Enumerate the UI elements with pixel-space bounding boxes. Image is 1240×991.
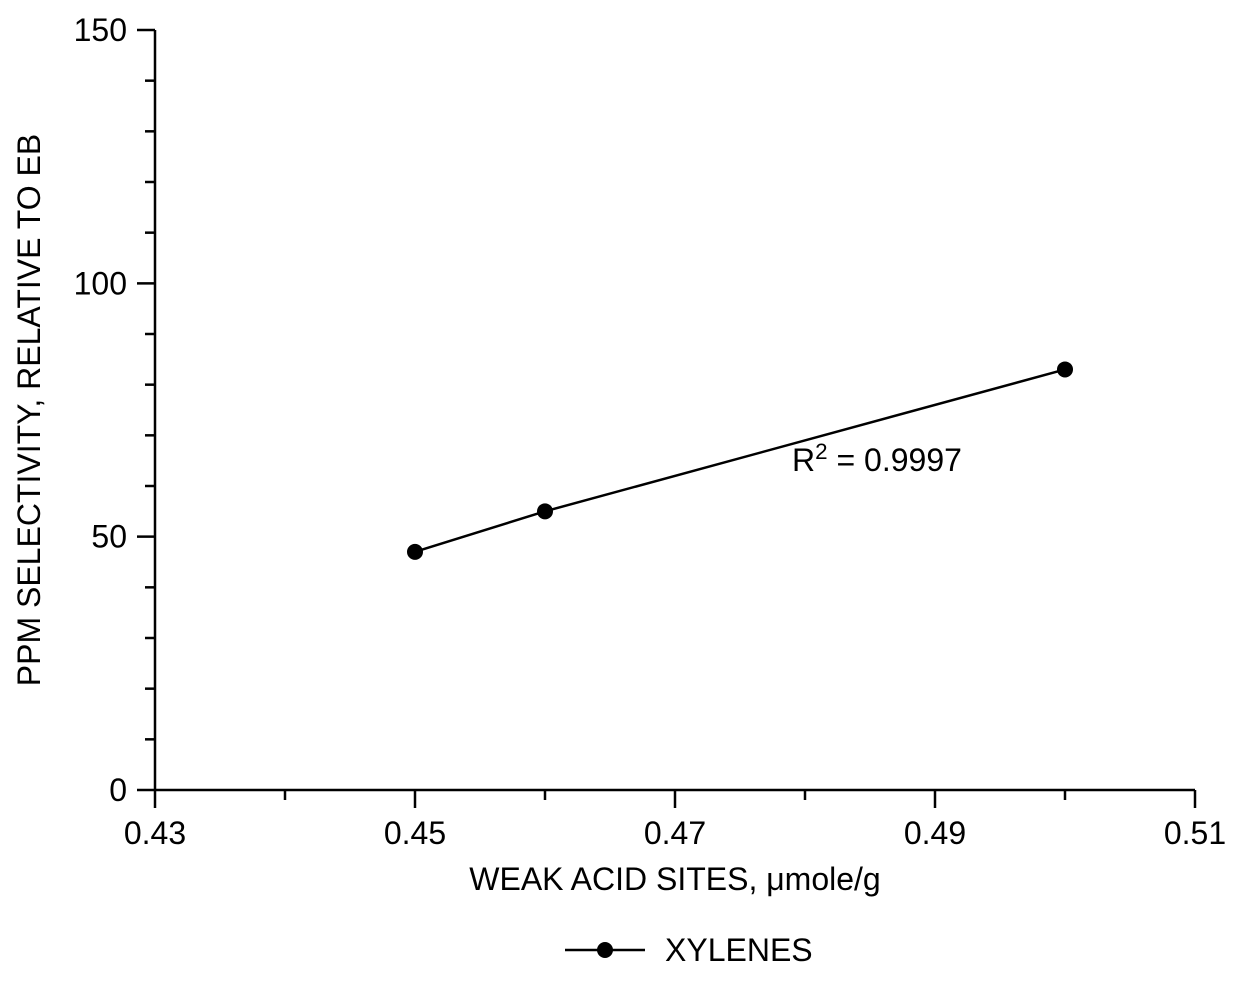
- series-marker: [537, 503, 553, 519]
- x-tick-label: 0.47: [644, 815, 706, 851]
- x-tick-label: 0.43: [124, 815, 186, 851]
- series-marker: [1057, 361, 1073, 377]
- legend-label: XYLENES: [665, 932, 813, 968]
- x-tick-label: 0.45: [384, 815, 446, 851]
- y-tick-label: 100: [74, 265, 127, 301]
- x-tick-label: 0.49: [904, 815, 966, 851]
- y-axis-label: PPM SELECTIVITY, RELATIVE TO EB: [11, 134, 47, 686]
- chart-svg: 0.43 0.45 0.47 0.49 0.51 0 50 100 150 WEAK ACID S…: [0, 0, 1240, 991]
- x-tick-label: 0.51: [1164, 815, 1226, 851]
- x-axis-label: WEAK ACID SITES, μmole/g: [469, 861, 880, 897]
- y-tick-label: 50: [91, 519, 127, 555]
- y-tick-label: 150: [74, 12, 127, 48]
- series-marker: [407, 544, 423, 560]
- y-tick-label: 0: [109, 772, 127, 808]
- legend-marker-icon: [597, 942, 613, 958]
- chart-container: 0.43 0.45 0.47 0.49 0.51 0 50 100 150 WEAK ACID S…: [0, 0, 1240, 991]
